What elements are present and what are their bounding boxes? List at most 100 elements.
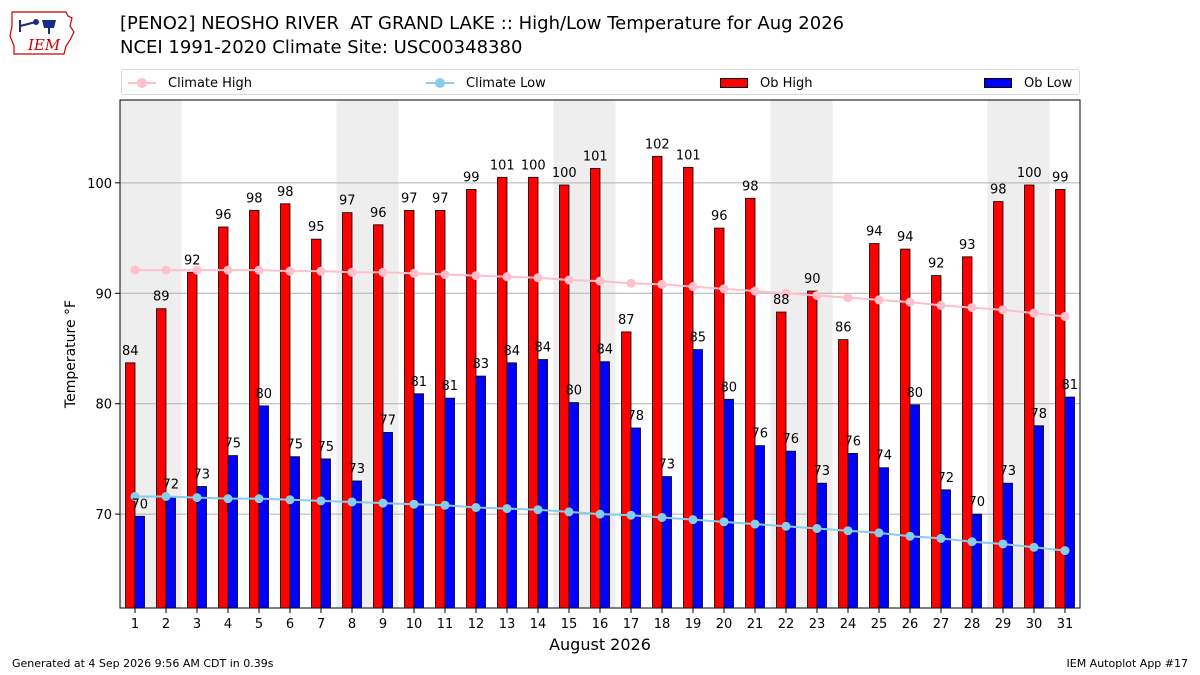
ob-low-bar [258,405,269,609]
ob-high-label: 97 [339,194,356,209]
ob-high-bar [187,271,198,609]
climate-high-point [781,288,791,298]
climate-low-point [440,500,450,510]
ob-low-bar [1033,425,1044,609]
x-tick-label: 7 [317,617,325,632]
ob-high-bar [156,308,167,609]
climate-high-point [223,265,233,275]
ob-high-label: 87 [618,313,635,328]
ob-low-bar [506,362,517,609]
ob-high-label: 88 [773,293,790,308]
climate-low-point [1029,542,1039,552]
climate-high-point [874,295,884,305]
climate-low-point [595,509,605,519]
ob-low-label: 75 [224,437,241,452]
ob-high-label: 92 [928,257,945,272]
ob-low-bar [692,349,703,609]
ob-low-bar [196,486,207,609]
legend-ob-high: Ob High [720,74,813,92]
ob-low-label: 81 [1061,378,1078,393]
x-tick-label: 1 [131,617,139,632]
ob-high-label: 90 [804,272,821,287]
legend-ob-high-label: Ob High [760,75,813,91]
ob-high-label: 102 [645,137,670,152]
climate-high-point [657,279,667,289]
climate-high-point [409,268,419,278]
x-tick-label: 18 [654,617,671,632]
legend-climate-high-label: Climate High [168,75,253,91]
ob-low-label: 75 [317,440,334,455]
x-tick-label: 28 [964,617,981,632]
climate-high-point [347,267,357,277]
x-tick-label: 23 [809,617,826,632]
ob-low-label: 73 [193,468,210,483]
ob-high-label: 94 [866,225,883,240]
climate-high-point [1029,308,1039,318]
climate-low-point [192,493,202,503]
x-tick-label: 27 [933,617,950,632]
x-tick-label: 30 [1026,617,1043,632]
climate-low-point [812,523,822,533]
ob-low-bar [475,375,486,609]
ob-low-label: 78 [1030,407,1047,422]
climate-low-point [254,494,264,504]
ob-high-label: 84 [122,344,139,359]
climate-high-point [812,290,822,300]
ob-low-bar [568,402,579,609]
climate-high-point [254,265,264,275]
x-tick-label: 31 [1057,617,1074,632]
ob-high-bar [311,238,322,609]
climate-low-point [409,499,419,509]
ob-high-label: 99 [463,170,480,185]
ob-high-bar [931,275,942,609]
climate-low-point [285,495,295,505]
ob-low-label: 76 [751,427,768,442]
climate-high-point [316,266,326,276]
climate-high-point [192,265,202,275]
x-tick-label: 6 [286,617,294,632]
x-tick-label: 13 [499,617,516,632]
x-tick-label: 14 [530,617,547,632]
climate-high-point [161,265,171,275]
legend-climate-high: Climate High [128,74,252,92]
ob-low-bar [289,456,300,609]
ob-high-bar [838,339,849,609]
climate-high-point [471,271,481,281]
legend-ob-low: Ob Low [984,74,1072,92]
ob-high-bar [652,155,663,609]
x-tick-label: 26 [902,617,919,632]
title-line-2: NCEI 1991-2020 Climate Site: USC00348380 [120,37,523,58]
ob-high-bar [621,331,632,609]
bars [125,155,1075,609]
ob-high-label: 100 [552,166,577,181]
climate-low-point [471,503,481,513]
y-axis-label: Temperature °F [63,300,79,409]
ob-high-label: 100 [521,158,546,173]
climate-low-point [533,505,543,515]
y-tick-label: 100 [87,177,112,192]
ob-high-bar [497,176,508,609]
legend: Climate High Climate Low Ob High Ob Low [121,69,1080,95]
climate-low-point [936,533,946,543]
ob-low-label: 73 [658,458,675,473]
ob-low-bar [878,467,889,609]
climate-low-point [688,515,698,525]
ob-low-label: 73 [348,462,365,477]
ob-low-swatch [984,78,1012,88]
ob-low-label: 77 [379,413,396,428]
ob-high-bar [218,226,229,609]
ob-low-label: 81 [441,379,458,394]
ob-high-label: 93 [959,238,976,253]
ob-high-label: 94 [897,230,914,245]
iowa-outline-icon: IEM [9,11,75,55]
ob-high-label: 101 [583,149,608,164]
ob-high-label: 100 [1017,166,1042,181]
climate-low-point [130,491,140,501]
climate-low-point [843,526,853,536]
climate-low-point [657,512,667,522]
ob-high-bar [1055,189,1066,609]
climate-low-point [502,504,512,514]
ob-low-label: 80 [565,384,582,399]
climate-high-point [626,278,636,288]
